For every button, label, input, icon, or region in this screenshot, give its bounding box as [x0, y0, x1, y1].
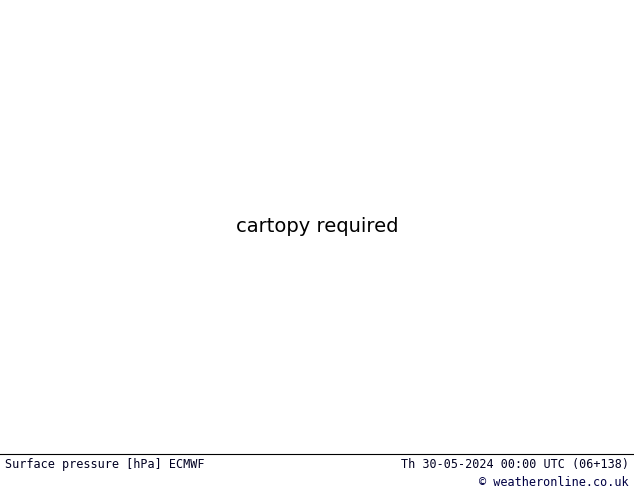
- Text: Th 30-05-2024 00:00 UTC (06+138): Th 30-05-2024 00:00 UTC (06+138): [401, 458, 629, 471]
- Text: Surface pressure [hPa] ECMWF: Surface pressure [hPa] ECMWF: [5, 458, 205, 471]
- Text: cartopy required: cartopy required: [236, 217, 398, 236]
- Text: © weatheronline.co.uk: © weatheronline.co.uk: [479, 476, 629, 489]
